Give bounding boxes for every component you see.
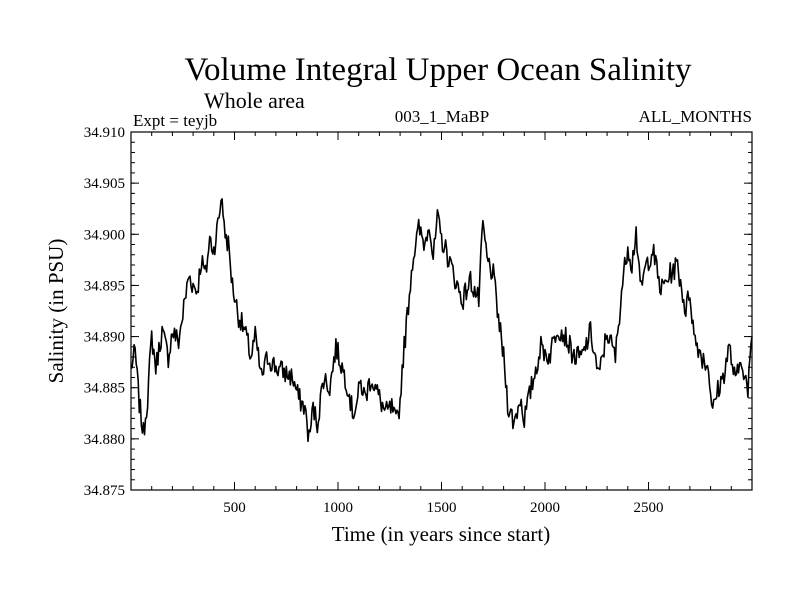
x-tick-label: 2000 — [530, 500, 560, 516]
x-axis-label: Time (in years since start) — [332, 522, 551, 546]
y-tick-label: 34.875 — [84, 483, 125, 499]
y-tick-label: 34.900 — [84, 227, 125, 243]
experiment-label: Expt = teyjb — [133, 111, 217, 130]
x-tick-label: 2500 — [634, 500, 664, 516]
y-tick-label: 34.895 — [84, 278, 125, 294]
series-line-salinity — [130, 198, 753, 443]
x-tick-label: 1000 — [323, 500, 353, 516]
y-tick-label: 34.905 — [84, 176, 125, 192]
x-tick-label: 1500 — [427, 500, 457, 516]
y-tick-label: 34.880 — [84, 432, 125, 448]
chart-title: Volume Integral Upper Ocean Salinity — [184, 52, 692, 88]
chart-subtitle: Whole area — [204, 88, 305, 113]
y-tick-label: 34.885 — [84, 381, 125, 397]
y-tick-label: 34.910 — [84, 125, 125, 141]
series-group — [130, 198, 753, 443]
x-axis: 500 1000 1500 2000 2500 — [151, 132, 732, 516]
run-label: 003_1_MaBP — [395, 107, 489, 126]
y-tick-label: 34.890 — [84, 330, 125, 346]
y-axis: 34.875 34.880 34.885 34.890 34.895 34.900 34.9… — [84, 125, 752, 499]
months-label: ALL_MONTHS — [639, 107, 752, 126]
y-axis-label: Salinity (in PSU) — [44, 239, 68, 384]
plot-frame — [130, 131, 753, 491]
x-tick-label: 500 — [223, 500, 246, 516]
